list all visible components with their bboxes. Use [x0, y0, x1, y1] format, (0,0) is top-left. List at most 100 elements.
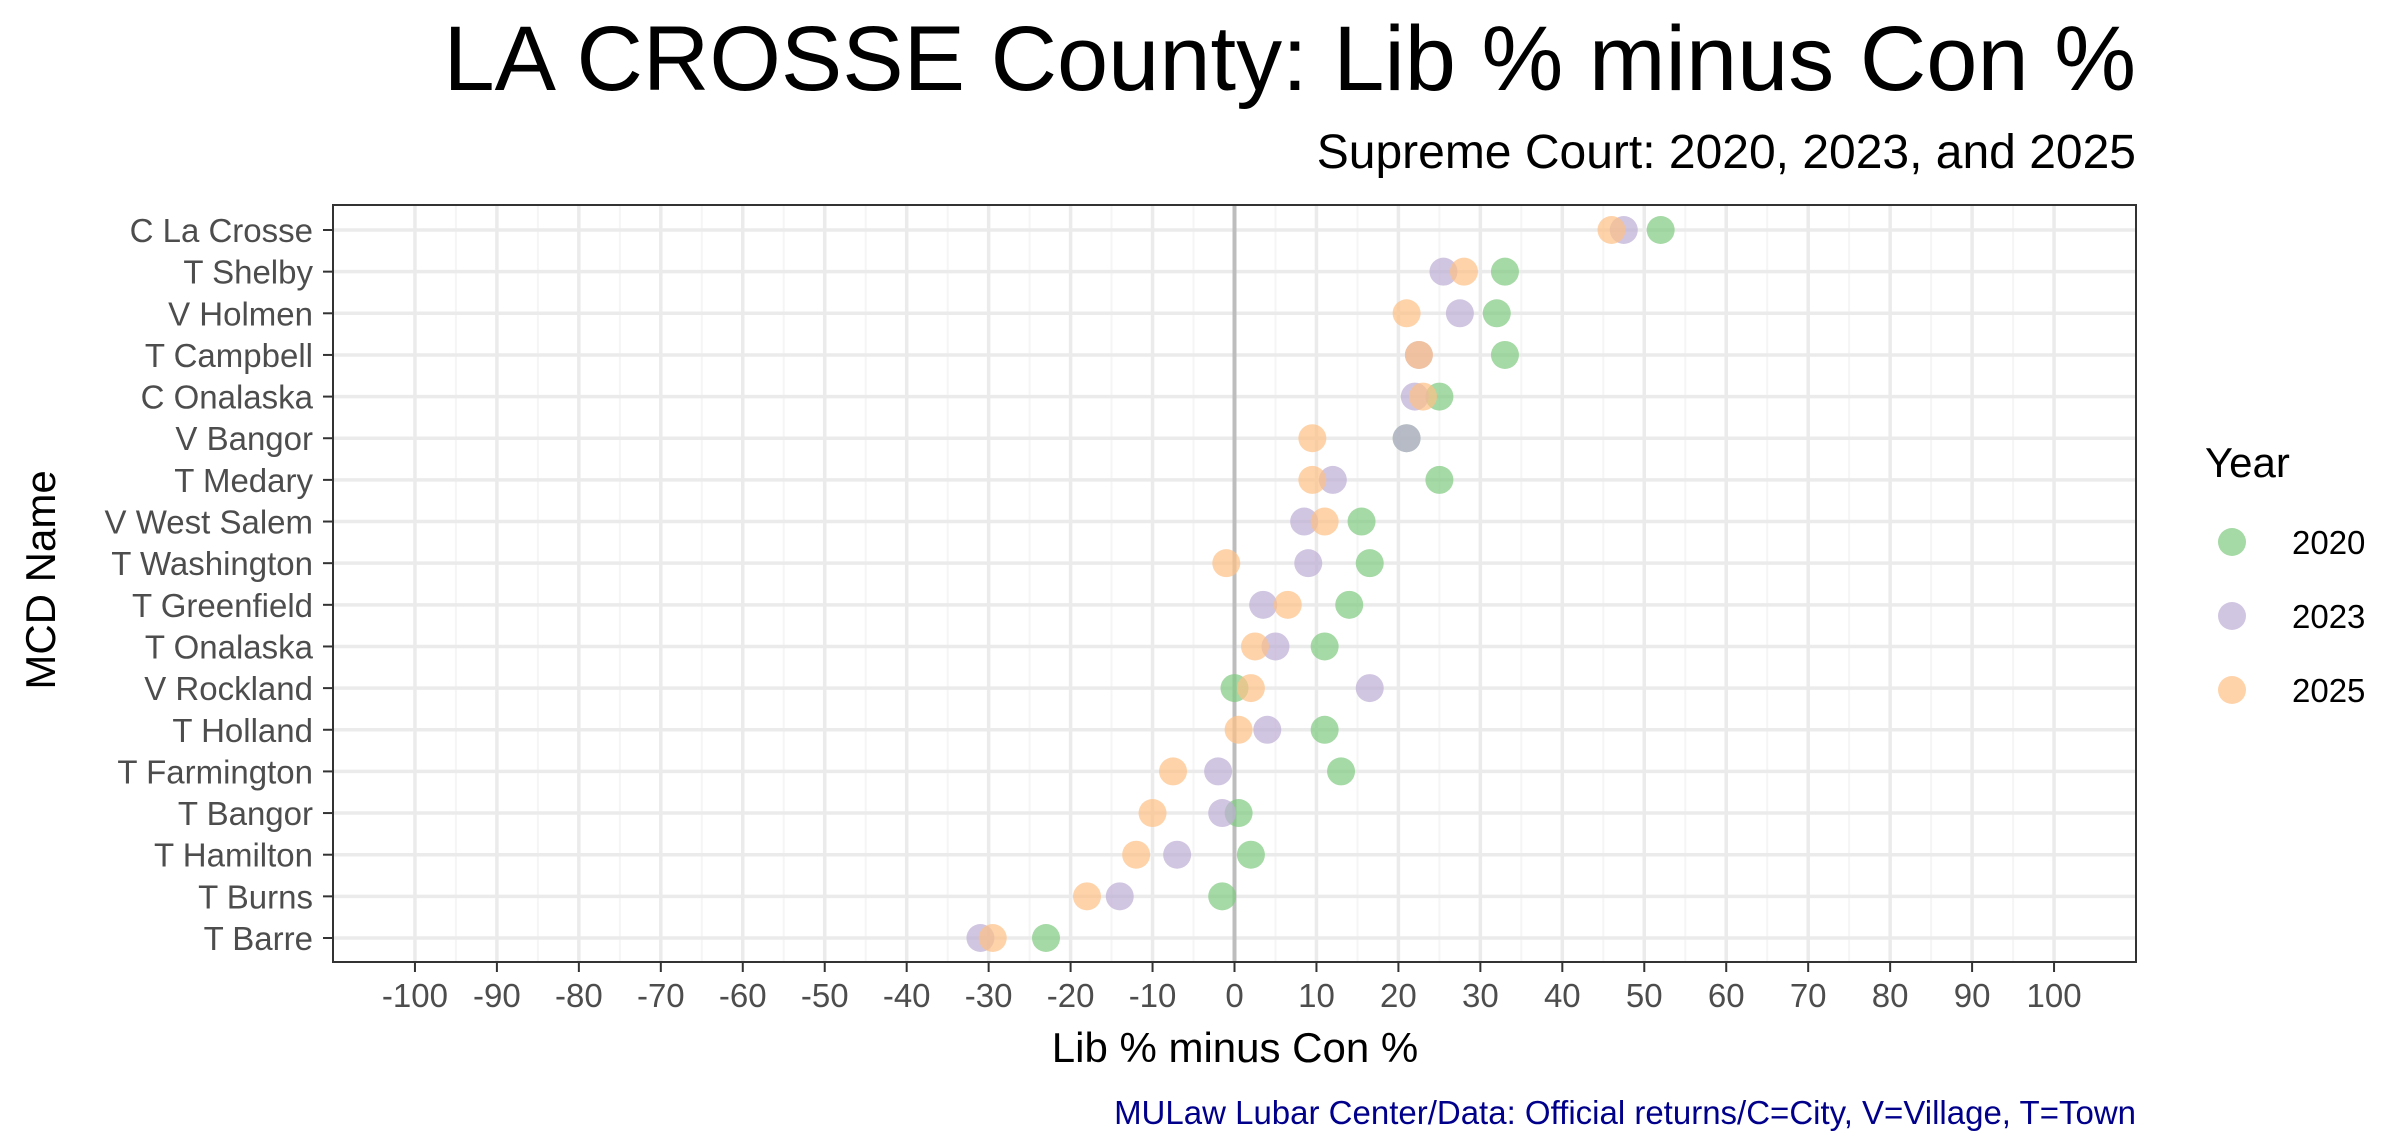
point-2025-t-washington	[1212, 549, 1241, 578]
point-2020-t-onalaska	[1310, 632, 1339, 661]
x-tick-label: 70	[1790, 977, 1827, 1014]
y-axis-title: MCD Name	[17, 470, 64, 689]
x-axis: -100 -90 -80 -70 -60 -50 -40 -30 -20 -10 0 10 20 30 40…	[382, 962, 2082, 1014]
point-2025-c-onalaska	[1408, 382, 1437, 411]
y-tick-label: V Bangor	[175, 420, 313, 457]
x-tick-label: -50	[801, 977, 849, 1014]
legend-label-2020: 2020	[2292, 524, 2365, 561]
point-2023-v-rockland	[1355, 674, 1384, 703]
x-tick-label: 40	[1544, 977, 1581, 1014]
legend-key-2023	[2218, 602, 2246, 630]
x-axis-title: Lib % minus Con %	[1052, 1024, 1419, 1071]
legend-key-2025	[2218, 676, 2246, 704]
point-2025-t-burns	[1072, 882, 1101, 911]
point-2023-t-greenfield	[1249, 590, 1278, 619]
point-2023-t-shelby	[1429, 257, 1458, 286]
chart-caption: MULaw Lubar Center/Data: Official return…	[1114, 1094, 2136, 1131]
point-2025-v-bangor	[1298, 424, 1327, 453]
x-tick-label: -30	[965, 977, 1013, 1014]
point-2025-t-holland	[1224, 715, 1253, 744]
point-2023-t-onalaska	[1261, 632, 1290, 661]
legend-label-2025: 2025	[2292, 672, 2365, 709]
legend: Year 2020 2023 2025	[2205, 439, 2365, 709]
point-2025-t-farmington	[1159, 757, 1188, 786]
point-2023-t-farmington	[1204, 757, 1233, 786]
point-2025-t-shelby	[1449, 257, 1478, 286]
y-tick-label: T Shelby	[183, 254, 313, 291]
point-2020-t-burns	[1208, 882, 1237, 911]
legend-label-2023: 2023	[2292, 598, 2365, 635]
point-2025-t-medary	[1298, 465, 1327, 494]
point-2023-v-bangor	[1392, 424, 1421, 453]
point-2023-t-hamilton	[1163, 840, 1192, 869]
point-2020-t-farmington	[1327, 757, 1356, 786]
y-tick-label: V Rockland	[144, 670, 313, 707]
x-tick-label: 10	[1298, 977, 1335, 1014]
y-tick-label: T Burns	[198, 878, 313, 915]
point-2020-v-west-salem	[1347, 507, 1376, 536]
point-2020-t-hamilton	[1236, 840, 1265, 869]
data-points	[966, 216, 1675, 952]
x-tick-label: -70	[637, 977, 685, 1014]
y-tick-label: T Campbell	[145, 337, 313, 374]
point-2023-t-burns	[1105, 882, 1134, 911]
y-tick-label: T Holland	[172, 712, 313, 749]
point-2025-v-holmen	[1392, 299, 1421, 328]
x-tick-label: 90	[1954, 977, 1991, 1014]
x-tick-label: -80	[555, 977, 603, 1014]
y-axis: C La Crosse T Shelby V Holmen T Campbell C O…	[105, 212, 333, 957]
point-2020-v-holmen	[1482, 299, 1511, 328]
y-tick-label: C La Crosse	[130, 212, 313, 249]
y-tick-label: C Onalaska	[141, 379, 314, 416]
y-tick-label: T Medary	[174, 462, 313, 499]
point-2020-t-campbell	[1490, 340, 1519, 369]
point-2025-t-greenfield	[1273, 590, 1302, 619]
y-tick-label: T Farmington	[117, 753, 313, 790]
y-tick-label: T Hamilton	[154, 837, 313, 874]
plot-panel	[332, 204, 2137, 963]
point-2020-t-barre	[1032, 924, 1061, 952]
y-tick-label: T Onalaska	[145, 628, 314, 665]
legend-key-2020	[2218, 528, 2246, 556]
chart-subtitle: Supreme Court: 2020, 2023, and 2025	[1317, 126, 2136, 179]
legend-title: Year	[2205, 439, 2290, 486]
point-2020-t-washington	[1355, 549, 1384, 578]
point-2020-t-shelby	[1490, 257, 1519, 286]
point-2025-t-barre	[978, 924, 1007, 952]
point-2020-t-holland	[1310, 715, 1339, 744]
point-2025-v-west-salem	[1310, 507, 1339, 536]
point-2020-c-la-crosse	[1646, 216, 1675, 244]
point-2020-t-greenfield	[1335, 590, 1364, 619]
point-2023-t-holland	[1253, 715, 1282, 744]
point-2020-t-medary	[1425, 465, 1454, 494]
x-tick-label: -20	[1047, 977, 1095, 1014]
point-2025-c-la-crosse	[1597, 216, 1626, 244]
x-tick-label: 20	[1380, 977, 1417, 1014]
y-tick-label: V Holmen	[168, 295, 313, 332]
x-tick-label: -100	[382, 977, 448, 1014]
point-2025-v-rockland	[1236, 674, 1265, 703]
x-tick-label: -60	[719, 977, 767, 1014]
x-tick-label: 50	[1626, 977, 1663, 1014]
y-tick-label: T Greenfield	[132, 587, 313, 624]
point-2023-v-west-salem	[1290, 507, 1319, 536]
x-tick-label: 30	[1462, 977, 1499, 1014]
x-tick-label: 60	[1708, 977, 1745, 1014]
point-2023-v-holmen	[1445, 299, 1474, 328]
y-tick-label: T Barre	[204, 920, 313, 957]
point-2023-t-washington	[1294, 549, 1323, 578]
point-2023-t-medary	[1318, 465, 1347, 494]
point-2023-t-bangor	[1208, 799, 1237, 828]
x-tick-label: -40	[883, 977, 931, 1014]
chart-title: LA CROSSE County: Lib % minus Con %	[443, 8, 2136, 110]
y-tick-label: T Washington	[111, 545, 313, 582]
point-2025-t-hamilton	[1122, 840, 1151, 869]
point-2025-t-campbell	[1404, 340, 1433, 369]
x-tick-label: 80	[1872, 977, 1909, 1014]
point-2025-t-onalaska	[1240, 632, 1269, 661]
y-tick-label: T Bangor	[178, 795, 313, 832]
point-2025-t-bangor	[1138, 799, 1167, 828]
x-tick-label: 0	[1225, 977, 1243, 1014]
x-tick-label: -90	[473, 977, 521, 1014]
